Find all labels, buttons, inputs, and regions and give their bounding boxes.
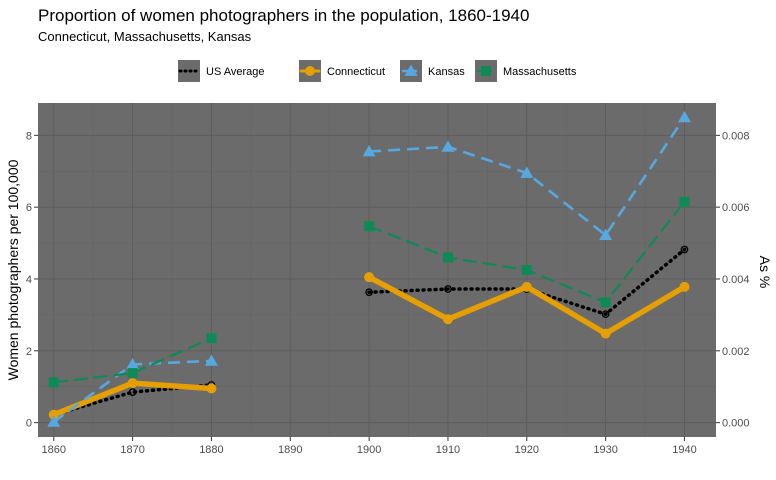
series-kansas <box>47 110 691 427</box>
data-point-kansas <box>677 110 691 123</box>
x-tick-label: 1940 <box>672 444 696 456</box>
data-point-kansas <box>362 144 376 157</box>
data-point-us-average <box>365 288 373 297</box>
y-axis-label: Women photographers per 100,000 <box>5 159 21 380</box>
data-point-us-average <box>128 388 137 396</box>
data-point-massachusetts <box>206 333 217 344</box>
data-point-connecticut <box>600 328 611 339</box>
y-tick-label: 2 <box>26 346 32 358</box>
data-point-massachusetts <box>127 368 138 379</box>
y-tick-label: 0 <box>26 418 32 430</box>
x-tick-label: 1920 <box>515 444 539 456</box>
legend: US Average Connecticut Kansas Massachusetts <box>178 60 577 82</box>
data-point-connecticut <box>679 281 690 292</box>
data-point-connecticut <box>442 314 453 325</box>
y-tick-label: 8 <box>26 130 32 142</box>
x-tick-label: 1860 <box>42 444 66 456</box>
legend-item-kansas: Kansas <box>400 60 465 82</box>
data-point-us-average <box>444 285 452 293</box>
legend-label: Kansas <box>428 66 465 78</box>
data-point-kansas <box>204 354 218 366</box>
y-right-tick-label: 0.008 <box>722 130 750 142</box>
series-connecticut <box>48 272 690 420</box>
y-right-tick-label: 0.000 <box>722 418 750 430</box>
data-point-kansas <box>599 228 613 241</box>
data-point-connecticut <box>364 272 375 283</box>
legend-marker <box>404 64 418 76</box>
y-axis-right-label: As % <box>757 256 773 289</box>
y-tick-label: 6 <box>26 202 32 214</box>
legend-marker <box>305 66 315 76</box>
data-point-kansas <box>126 357 140 370</box>
data-point-massachusetts <box>600 297 611 308</box>
legend-item-massachusetts: Massachusetts <box>475 60 577 82</box>
y-right-tick-label: 0.006 <box>722 202 750 214</box>
legend-label: Connecticut <box>327 66 385 78</box>
data-point-kansas <box>520 166 534 178</box>
data-point-massachusetts <box>442 252 453 263</box>
data-point-connecticut <box>206 383 217 394</box>
data-point-connecticut <box>521 281 532 292</box>
legend-label: Massachusetts <box>503 66 577 78</box>
data-point-connecticut <box>127 378 138 389</box>
axes: 1860 1870 1880 1890 1900 1910 1920 1930 1940 0 0.0… <box>26 130 750 456</box>
chart-title: Proportion of women photographers in the… <box>38 6 530 25</box>
legend-label: US Average <box>206 66 265 78</box>
data-point-massachusetts <box>364 221 375 232</box>
x-tick-label: 1900 <box>357 444 381 456</box>
chart-subtitle: Connecticut, Massachusetts, Kansas <box>38 29 252 44</box>
x-tick-label: 1910 <box>436 444 460 456</box>
plot-panel <box>38 103 716 437</box>
data-point-massachusetts <box>679 196 690 207</box>
data-point-kansas <box>47 415 61 427</box>
legend-item-us-average: US Average <box>178 60 265 82</box>
data-point-us-average <box>680 245 689 254</box>
y-tick-label: 4 <box>26 274 32 286</box>
x-tick-label: 1870 <box>120 444 144 456</box>
x-tick-label: 1890 <box>278 444 302 456</box>
data-point-connecticut <box>48 409 59 420</box>
data-point-kansas <box>441 140 455 152</box>
y-right-tick-label: 0.004 <box>722 274 750 286</box>
y-right-tick-label: 0.002 <box>722 346 750 358</box>
series-line-massachusetts <box>53 337 212 384</box>
data-point-massachusetts <box>521 265 532 275</box>
data-point-massachusetts <box>48 377 59 388</box>
x-tick-label: 1880 <box>199 444 223 456</box>
data-point-us-average <box>601 310 610 319</box>
series-massachusetts <box>48 196 690 388</box>
series-layer <box>47 110 691 427</box>
legend-item-connecticut: Connecticut <box>299 60 385 82</box>
legend-marker <box>481 66 491 76</box>
x-tick-label: 1930 <box>593 444 617 456</box>
